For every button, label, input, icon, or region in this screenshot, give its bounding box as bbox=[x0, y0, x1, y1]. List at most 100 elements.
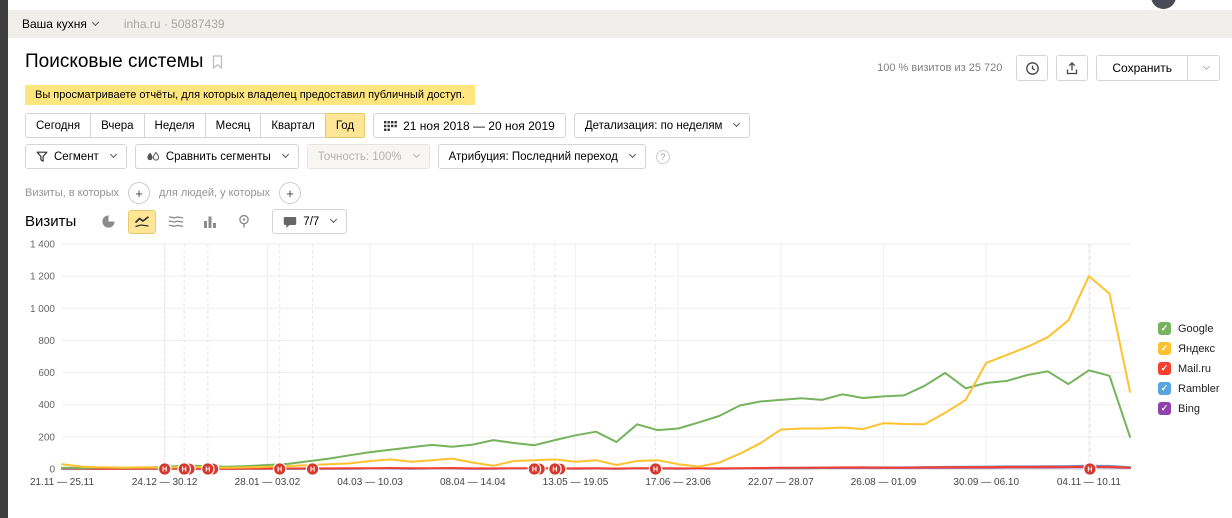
x-axis-tick-label: 24.12 — 30.12 bbox=[132, 477, 198, 488]
annotation-marker[interactable] bbox=[157, 462, 172, 476]
chevron-down-icon bbox=[1202, 62, 1211, 70]
counter-name: Ваша кухня bbox=[22, 17, 87, 31]
y-axis-tick-label: 1 000 bbox=[30, 304, 55, 315]
x-axis-tick-label: 04.11 — 10.11 bbox=[1057, 477, 1122, 488]
x-axis-tick-label: 13.05 — 19.05 bbox=[543, 477, 609, 488]
period-tab-group: Сегодня Вчера Неделя Месяц Квартал Год bbox=[25, 113, 366, 138]
legend-item-bing[interactable]: ✓ Bing bbox=[1158, 402, 1220, 415]
report-content: Поисковые системы Вы просматриваете отчё… bbox=[8, 38, 1232, 492]
visits-filter-label: Визиты, в которых bbox=[25, 187, 119, 199]
x-axis-tick-label: 26.08 — 01.09 bbox=[851, 477, 917, 488]
legend-item-yandex[interactable]: ✓ Яндекс bbox=[1158, 342, 1220, 355]
period-tab-year[interactable]: Год bbox=[324, 113, 366, 138]
period-tab-quarter[interactable]: Квартал bbox=[261, 113, 326, 138]
comment-bubble-icon bbox=[284, 217, 297, 228]
annotation-marker[interactable] bbox=[548, 462, 562, 476]
attribution-label: Атрибуция: Последний переход bbox=[448, 150, 618, 163]
map-view-button[interactable] bbox=[230, 210, 258, 234]
chevron-down-icon bbox=[109, 150, 117, 159]
annotation-marker-glyph: Н bbox=[205, 467, 210, 474]
sampling-info: 100 % визитов из 25 720 bbox=[877, 62, 1003, 74]
annotation-marker[interactable] bbox=[527, 462, 542, 476]
annotation-marker[interactable] bbox=[648, 462, 663, 476]
map-pin-icon bbox=[239, 214, 250, 228]
chevron-down-icon bbox=[281, 150, 289, 159]
bookmark-icon[interactable] bbox=[212, 55, 223, 69]
stacked-lines-icon bbox=[168, 216, 184, 227]
accuracy-select[interactable]: Точность: 100% bbox=[306, 144, 430, 169]
legend-checkbox-google: ✓ bbox=[1158, 322, 1171, 335]
chevron-down-icon bbox=[412, 150, 420, 159]
period-tab-yesterday[interactable]: Вчера bbox=[91, 113, 145, 138]
accuracy-label: Точность: 100% bbox=[317, 150, 402, 163]
compare-segments-label: Сравнить сегменты bbox=[165, 150, 271, 163]
x-axis-tick-label: 28.01 — 03.02 bbox=[235, 477, 301, 488]
attribution-select[interactable]: Атрибуция: Последний переход bbox=[437, 144, 646, 169]
bar-chart-view-button[interactable] bbox=[196, 210, 224, 234]
line-chart-icon bbox=[135, 216, 150, 228]
clock-icon bbox=[1026, 61, 1039, 75]
series-line-google bbox=[61, 369, 1131, 469]
date-range-button[interactable]: 21 ноя 2018 — 20 ноя 2019 bbox=[373, 113, 566, 138]
help-icon[interactable]: ? bbox=[655, 149, 670, 164]
annotation-marker-glyph: Н bbox=[277, 467, 282, 474]
goals-count: 7/7 bbox=[303, 215, 320, 228]
add-visit-condition-button[interactable]: + bbox=[128, 182, 150, 204]
goals-select[interactable]: 7/7 bbox=[272, 209, 348, 234]
legend-item-rambler[interactable]: ✓ Rambler bbox=[1158, 382, 1220, 395]
annotation-marker-glyph: Н bbox=[1087, 467, 1092, 474]
collapsed-sidebar-strip[interactable] bbox=[0, 0, 8, 518]
chart-legend: ✓ Google ✓ Яндекс ✓ Mail.ru ✓ Rambler ✓ bbox=[1158, 322, 1220, 492]
x-axis-tick-label: 04.03 — 10.03 bbox=[337, 477, 403, 488]
x-axis-tick-label: 22.07 — 28.07 bbox=[748, 477, 814, 488]
counter-topbar: Ваша кухня inha.ru · 50887439 bbox=[8, 10, 1232, 38]
legend-item-google[interactable]: ✓ Google bbox=[1158, 322, 1220, 335]
export-button[interactable] bbox=[1056, 55, 1089, 81]
visits-line-chart[interactable]: 0 200 400 600 800 1 000 1 200 1 400 21.11 — 25.1… bbox=[8, 240, 1148, 492]
add-people-condition-button[interactable]: + bbox=[279, 182, 301, 204]
legend-label: Rambler bbox=[1178, 382, 1220, 395]
date-range-value: 21 ноя 2018 — 20 ноя 2019 bbox=[403, 118, 555, 133]
legend-label: Яндекс bbox=[1178, 342, 1215, 355]
annotation-marker[interactable] bbox=[1083, 462, 1097, 476]
export-icon bbox=[1067, 61, 1078, 75]
x-axis-tick-label: 08.04 — 14.04 bbox=[440, 477, 506, 488]
public-access-notice: Вы просматриваете отчёты, для которых вл… bbox=[25, 85, 475, 105]
period-tab-week[interactable]: Неделя bbox=[144, 113, 206, 138]
annotation-marker-glyph: Н bbox=[182, 467, 187, 474]
annotation-marker[interactable] bbox=[305, 462, 320, 476]
detalization-select[interactable]: Детализация: по неделям bbox=[573, 113, 751, 138]
x-axis-tick-label: 17.06 — 23.06 bbox=[645, 477, 711, 488]
chevron-down-icon bbox=[91, 18, 99, 26]
period-tab-today[interactable]: Сегодня bbox=[25, 113, 92, 138]
counter-switcher[interactable]: Ваша кухня bbox=[22, 17, 99, 31]
period-tab-month[interactable]: Месяц bbox=[205, 113, 262, 138]
legend-item-mailru[interactable]: ✓ Mail.ru bbox=[1158, 362, 1220, 375]
segment-label: Сегмент bbox=[54, 150, 99, 163]
pie-chart-icon bbox=[102, 215, 115, 228]
segment-button[interactable]: Сегмент bbox=[25, 144, 127, 169]
people-filter-label: для людей, у которых bbox=[159, 187, 270, 199]
pie-chart-view-button[interactable] bbox=[94, 210, 122, 234]
stacked-area-view-button[interactable] bbox=[162, 210, 190, 234]
legend-checkbox-rambler: ✓ bbox=[1158, 382, 1171, 395]
detalization-label: Детализация: по неделям bbox=[584, 119, 723, 132]
save-dropdown-button[interactable] bbox=[1188, 55, 1220, 81]
legend-label: Google bbox=[1178, 322, 1214, 335]
schedule-button[interactable] bbox=[1016, 55, 1049, 81]
annotation-marker[interactable] bbox=[272, 462, 287, 476]
compare-segments-button[interactable]: Сравнить сегменты bbox=[134, 144, 299, 169]
y-axis-tick-label: 400 bbox=[38, 400, 55, 411]
bar-chart-icon bbox=[204, 216, 217, 228]
annotation-marker[interactable] bbox=[177, 462, 192, 476]
annotation-marker-glyph: Н bbox=[310, 467, 315, 474]
annotation-marker-glyph: Н bbox=[653, 467, 658, 474]
user-avatar[interactable] bbox=[1151, 0, 1176, 9]
legend-checkbox-yandex: ✓ bbox=[1158, 342, 1171, 355]
annotation-marker-glyph: Н bbox=[552, 467, 557, 474]
annotation-marker[interactable] bbox=[201, 462, 215, 476]
line-chart-view-button[interactable] bbox=[128, 209, 157, 234]
save-button[interactable]: Сохранить bbox=[1096, 55, 1188, 81]
save-button-group: Сохранить bbox=[1096, 55, 1220, 81]
